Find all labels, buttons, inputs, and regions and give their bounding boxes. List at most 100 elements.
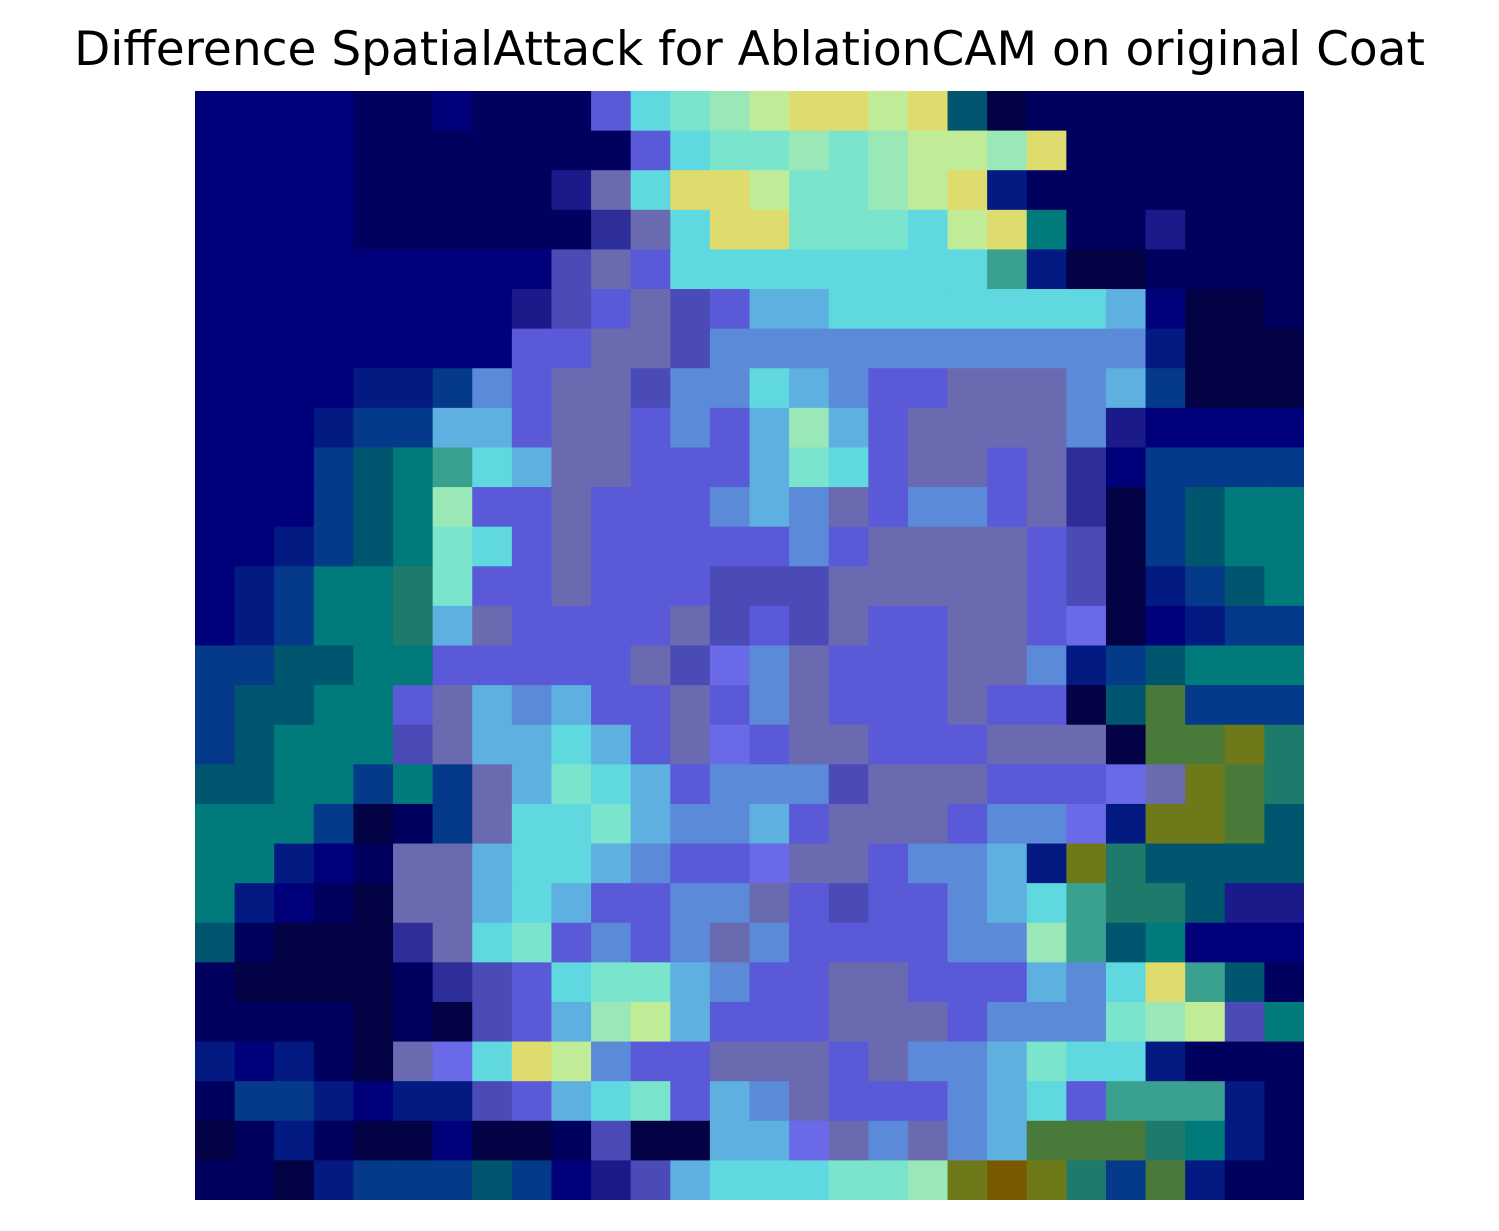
heatmap-cell bbox=[393, 328, 434, 369]
heatmap-cell bbox=[1224, 368, 1265, 409]
heatmap-cell bbox=[274, 526, 315, 567]
heatmap-cell bbox=[591, 1041, 632, 1082]
heatmap-cell bbox=[709, 407, 751, 449]
heatmap-cell bbox=[195, 724, 236, 765]
heatmap-cell bbox=[789, 566, 830, 607]
heatmap-cell bbox=[1224, 724, 1265, 765]
heatmap-cell bbox=[1145, 368, 1186, 409]
heatmap-cell bbox=[234, 803, 275, 845]
heatmap-cell bbox=[907, 803, 949, 845]
heatmap-cell bbox=[274, 962, 315, 1003]
heatmap-cell bbox=[393, 289, 434, 330]
heatmap-cell bbox=[670, 407, 711, 449]
heatmap-cell bbox=[630, 91, 671, 132]
heatmap-cell bbox=[432, 209, 473, 251]
heatmap-cell bbox=[947, 289, 988, 330]
heatmap-cell bbox=[907, 526, 949, 567]
heatmap-cell bbox=[1224, 91, 1265, 132]
heatmap-cell bbox=[1185, 803, 1226, 845]
heatmap-cell bbox=[472, 1041, 513, 1082]
heatmap-cell bbox=[1026, 487, 1067, 528]
heatmap-cell bbox=[1264, 249, 1304, 290]
heatmap-cell bbox=[432, 685, 473, 726]
heatmap-cell bbox=[234, 922, 275, 963]
heatmap-cell bbox=[947, 883, 988, 924]
heatmap-cell bbox=[432, 328, 473, 369]
heatmap-cell bbox=[551, 843, 592, 884]
heatmap-cell bbox=[234, 328, 275, 369]
heatmap-cell bbox=[551, 883, 592, 924]
heatmap-cell bbox=[234, 1041, 275, 1082]
heatmap-cell bbox=[868, 487, 909, 528]
heatmap-cell bbox=[274, 843, 315, 884]
heatmap-cell bbox=[472, 922, 513, 963]
heatmap-cell bbox=[1185, 487, 1226, 528]
heatmap-cell bbox=[432, 922, 473, 963]
heatmap-cell bbox=[630, 1001, 671, 1043]
heatmap-cell bbox=[1145, 1120, 1186, 1161]
heatmap-cell bbox=[1026, 1001, 1067, 1043]
heatmap-cell bbox=[907, 249, 949, 290]
heatmap-cell bbox=[511, 962, 553, 1003]
heatmap-cell bbox=[947, 130, 988, 171]
heatmap-cell bbox=[1026, 605, 1067, 647]
heatmap-cell bbox=[1105, 724, 1147, 765]
heatmap-cell bbox=[749, 803, 790, 845]
heatmap-cell bbox=[195, 407, 236, 449]
heatmap-cell bbox=[195, 1081, 236, 1122]
heatmap-cell bbox=[670, 526, 711, 567]
heatmap-cell bbox=[1185, 249, 1226, 290]
heatmap-cell bbox=[868, 645, 909, 686]
heatmap-cell bbox=[551, 962, 592, 1003]
heatmap-cell bbox=[907, 764, 949, 805]
heatmap-cell bbox=[709, 1160, 751, 1200]
heatmap-cell bbox=[828, 1041, 869, 1082]
heatmap-cell bbox=[1066, 407, 1107, 449]
heatmap-cell bbox=[234, 962, 275, 1003]
heatmap-cell bbox=[749, 724, 790, 765]
heatmap-cell bbox=[432, 962, 473, 1003]
heatmap-cell bbox=[1145, 289, 1186, 330]
heatmap-cell bbox=[1264, 526, 1304, 567]
heatmap-cell bbox=[630, 883, 671, 924]
heatmap-cell bbox=[947, 803, 988, 845]
heatmap-cell bbox=[1145, 1001, 1186, 1043]
heatmap-cell bbox=[709, 447, 751, 488]
heatmap-cell bbox=[868, 407, 909, 449]
heatmap-cell bbox=[393, 685, 434, 726]
heatmap-cell bbox=[432, 249, 473, 290]
heatmap-cell bbox=[591, 922, 632, 963]
heatmap-cell bbox=[828, 447, 869, 488]
heatmap-cell bbox=[789, 605, 830, 647]
heatmap-cell bbox=[709, 249, 751, 290]
heatmap-cell bbox=[1264, 962, 1304, 1003]
heatmap-cell bbox=[432, 407, 473, 449]
heatmap-cell bbox=[393, 645, 434, 686]
heatmap-cell bbox=[1105, 685, 1147, 726]
heatmap-cell bbox=[432, 130, 473, 171]
heatmap-cell bbox=[709, 289, 751, 330]
heatmap-cell bbox=[1224, 883, 1265, 924]
heatmap-cell bbox=[868, 883, 909, 924]
heatmap-cell bbox=[947, 724, 988, 765]
heatmap-cell bbox=[709, 1120, 751, 1161]
heatmap-cell bbox=[511, 724, 553, 765]
heatmap-cell bbox=[1264, 566, 1304, 607]
heatmap-cell bbox=[1105, 1041, 1147, 1082]
heatmap-cell bbox=[749, 645, 790, 686]
heatmap-cell bbox=[1145, 1160, 1186, 1200]
heatmap-cell bbox=[789, 249, 830, 290]
heatmap-cell bbox=[947, 1081, 988, 1122]
heatmap-cell bbox=[987, 883, 1028, 924]
heatmap-cell bbox=[1224, 526, 1265, 567]
heatmap-cell bbox=[1026, 209, 1067, 251]
heatmap-cell bbox=[709, 962, 751, 1003]
heatmap-cell bbox=[551, 249, 592, 290]
heatmap-cell bbox=[1105, 883, 1147, 924]
heatmap-cell bbox=[1185, 843, 1226, 884]
heatmap-cell bbox=[1105, 91, 1147, 132]
heatmap-cell bbox=[630, 1160, 671, 1200]
heatmap-cell bbox=[987, 685, 1028, 726]
heatmap-cell bbox=[789, 130, 830, 171]
heatmap-cell bbox=[828, 91, 869, 132]
